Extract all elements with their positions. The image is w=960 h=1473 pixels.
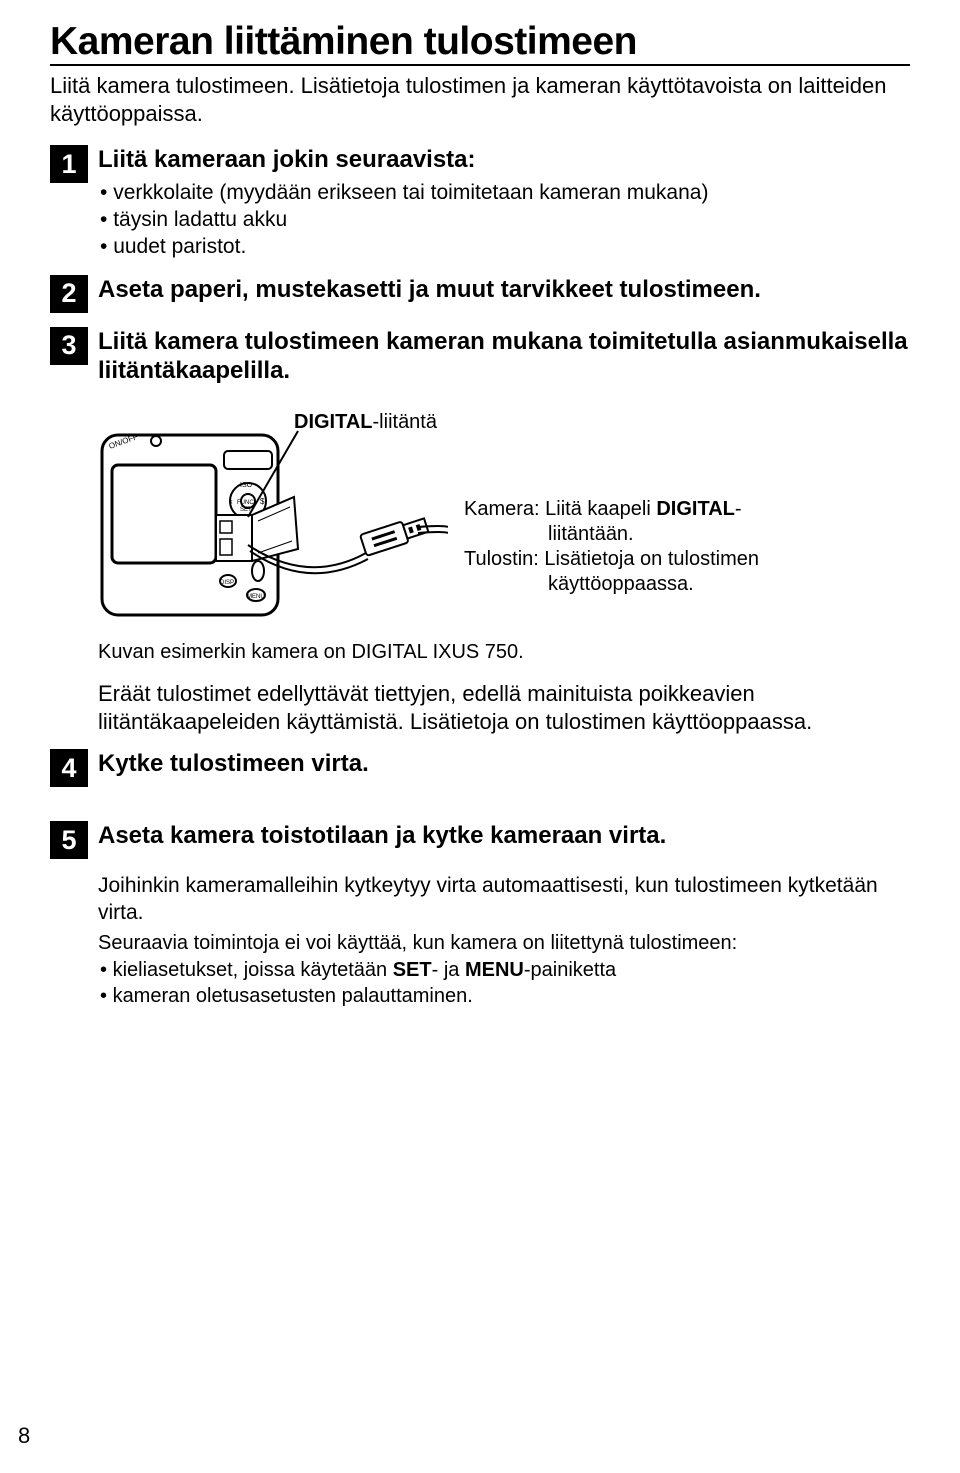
step-1-bullets: verkkolaite (myydään erikseen tai toimit… bbox=[98, 180, 910, 261]
step-5-auto-power-note: Joihinkin kameramalleihin kytkeytyy virt… bbox=[98, 873, 910, 926]
list-item: kieliasetukset, joissa käytetään SET- ja… bbox=[100, 958, 910, 984]
step-number-5: 5 bbox=[50, 821, 88, 859]
step-5-heading: Aseta kamera toistotilaan ja kytke kamer… bbox=[98, 821, 910, 850]
step-4: 4 Kytke tulostimeen virta. bbox=[50, 749, 910, 787]
text: kieliasetukset, joissa käytetään bbox=[113, 959, 393, 981]
step-5-restriction-intro: Seuraavia toimintoja ei voi käyttää, kun… bbox=[98, 931, 910, 957]
page-number: 8 bbox=[18, 1423, 30, 1449]
step-4-heading: Kytke tulostimeen virta. bbox=[98, 749, 910, 778]
digital-bold: DIGITAL bbox=[294, 411, 373, 433]
digital-bold-inline: DIGITAL bbox=[656, 498, 735, 520]
step-number-2: 2 bbox=[50, 275, 88, 313]
text: -painiketta bbox=[524, 959, 616, 981]
printer-cable-note: Eräät tulostimet edellyttävät tiettyjen,… bbox=[98, 680, 910, 735]
spacer bbox=[50, 801, 910, 821]
list-item: kameran oletusasetusten palauttaminen. bbox=[100, 984, 910, 1010]
list-item: täysin ladattu akku bbox=[100, 207, 910, 234]
printer-info-line: Tulostin: Lisätietoja on tulostimen bbox=[464, 547, 759, 572]
step-2-heading: Aseta paperi, mustekasetti ja muut tarvi… bbox=[98, 275, 910, 304]
svg-text:FUNC: FUNC bbox=[237, 500, 254, 506]
svg-text:DISP: DISP bbox=[220, 580, 234, 586]
svg-text:‹: ‹ bbox=[230, 497, 233, 506]
digital-terminal-label: DIGITAL-liitäntä bbox=[294, 411, 437, 434]
step-5: 5 Aseta kamera toistotilaan ja kytke kam… bbox=[50, 821, 910, 859]
step-1-heading: Liitä kameraan jokin seuraavista: bbox=[98, 145, 910, 174]
menu-button-label: MENU bbox=[465, 959, 524, 981]
digital-suffix: -liitäntä bbox=[373, 411, 437, 433]
page-title: Kameran liittäminen tulostimeen bbox=[50, 20, 910, 66]
camera-connect-line: Kamera: Liitä kaapeli DIGITAL- bbox=[464, 497, 759, 522]
svg-text:ISO: ISO bbox=[240, 482, 253, 489]
connection-info: Kamera: Liitä kaapeli DIGITAL- liitäntää… bbox=[464, 497, 759, 597]
set-button-label: SET bbox=[393, 959, 432, 981]
step-number-4: 4 bbox=[50, 749, 88, 787]
intro-paragraph: Liitä kamera tulostimeen. Lisätietoja tu… bbox=[50, 72, 910, 127]
svg-text:MENU: MENU bbox=[247, 594, 265, 600]
diagram-section: DIGITAL-liitäntä ON/OFF ISO FUNC SET $ ‹… bbox=[98, 405, 910, 664]
step-2: 2 Aseta paperi, mustekasetti ja muut tar… bbox=[50, 275, 910, 313]
step-5-restrictions: kieliasetukset, joissa käytetään SET- ja… bbox=[98, 958, 910, 1009]
list-item: verkkolaite (myydään erikseen tai toimit… bbox=[100, 180, 910, 207]
dash: - bbox=[735, 498, 742, 520]
step-number-3: 3 bbox=[50, 327, 88, 365]
printer-text: Lisätietoja on tulostimen bbox=[539, 548, 759, 570]
camera-label: Kamera: bbox=[464, 498, 540, 520]
step-number-1: 1 bbox=[50, 145, 88, 183]
step-3: 3 Liitä kamera tulostimeen kameran mukan… bbox=[50, 327, 910, 392]
step-3-heading: Liitä kamera tulostimeen kameran mukana … bbox=[98, 327, 910, 386]
example-note: Kuvan esimerkin kamera on DIGITAL IXUS 7… bbox=[98, 641, 910, 664]
camera-diagram-icon: ON/OFF ISO FUNC SET $ ‹ DISP MENU bbox=[98, 405, 448, 635]
camera-text: Liitä kaapeli bbox=[540, 498, 657, 520]
printer-label: Tulostin: bbox=[464, 548, 539, 570]
camera-connect-line2: liitäntään. bbox=[464, 522, 759, 547]
svg-text:$: $ bbox=[260, 497, 265, 506]
list-item: uudet paristot. bbox=[100, 234, 910, 261]
step-1: 1 Liitä kameraan jokin seuraavista: verk… bbox=[50, 145, 910, 261]
printer-info-line2: käyttöoppaassa. bbox=[464, 572, 759, 597]
text: - ja bbox=[432, 959, 465, 981]
